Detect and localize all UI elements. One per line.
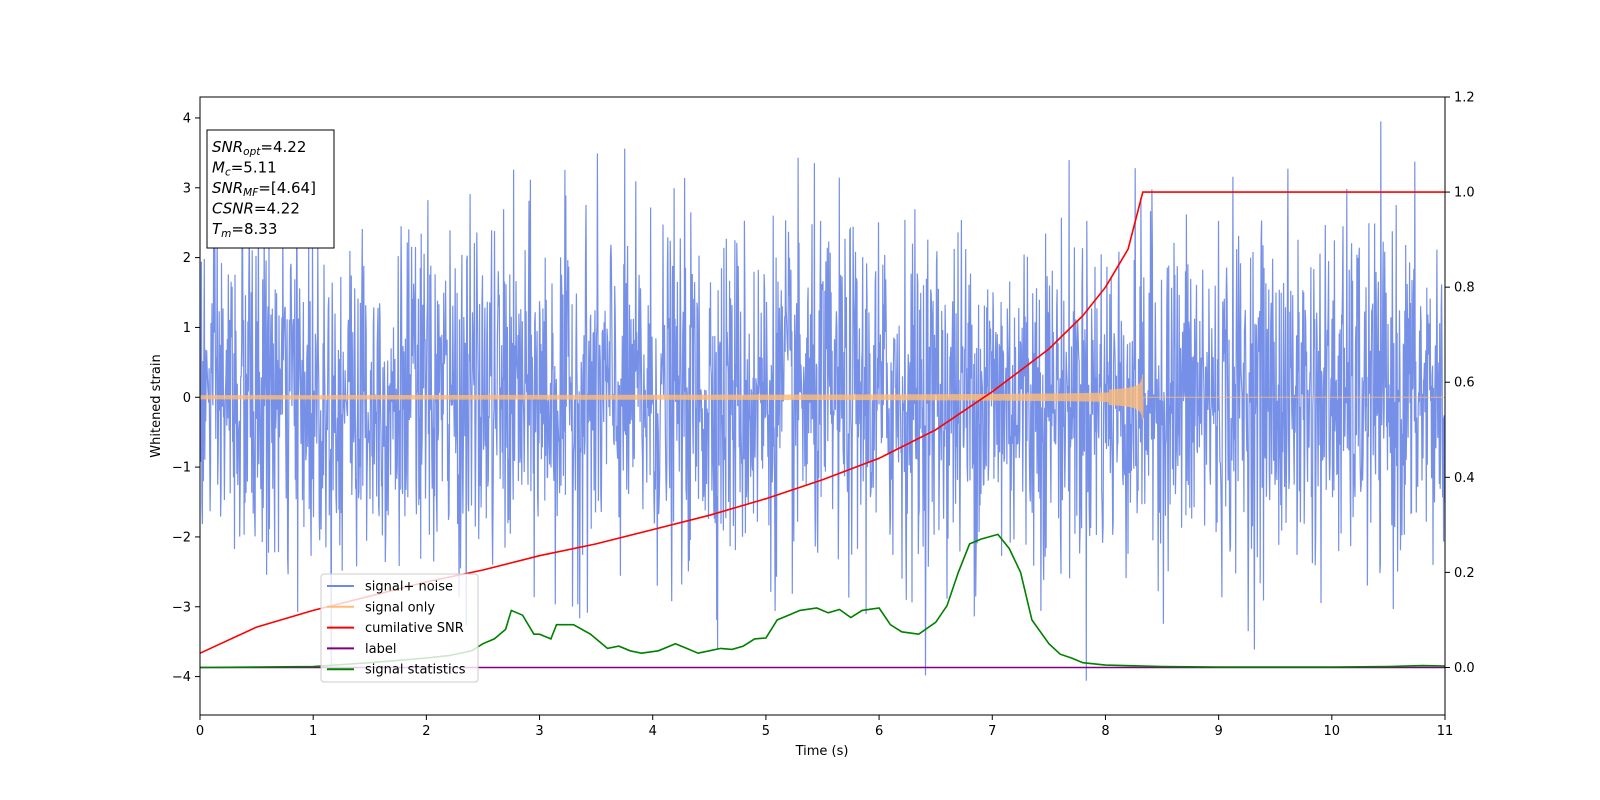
x-tick-label: 4 [649, 724, 657, 739]
annotation-symbol: M [212, 159, 225, 177]
annotation-subscript: m [221, 228, 231, 240]
annotation-box: SNRopt=4.22Mc=5.11SNRMF=[4.64]CSNR=4.22T… [206, 129, 335, 249]
legend-entry: signal only [365, 600, 435, 615]
annotation-line: Mc=5.11 [212, 159, 277, 179]
y2-tick-label: 0.4 [1454, 471, 1475, 486]
legend: signal+ noise signal only cumilative SNR la… [320, 573, 479, 683]
x-tick-label: 5 [762, 724, 770, 739]
plot-frame [199, 96, 1446, 716]
x-tick-label: 0 [196, 724, 204, 739]
annotation-symbol: CSNR [212, 200, 254, 218]
annotation-line: SNRopt=4.22 [212, 138, 306, 158]
y-tick-label: 0 [183, 391, 191, 406]
annotation-value: =[4.64] [258, 179, 316, 197]
annotation-symbol: SNR [212, 138, 243, 156]
x-tick-label: 2 [422, 724, 430, 739]
y2-tick-label: 1.0 [1454, 186, 1475, 201]
annotation-symbol: T [212, 220, 223, 238]
y-axis-label: Whitened strain [149, 354, 164, 457]
x-tick-label: 1 [309, 724, 317, 739]
annotation-value: =5.11 [231, 159, 277, 177]
legend-frame [320, 573, 479, 683]
y-tick-label: 1 [183, 321, 191, 336]
y2-tick-label: 0.8 [1454, 281, 1475, 296]
annotation-subscript: c [225, 167, 231, 179]
y-tick-label: −4 [172, 670, 191, 685]
y2-tick-label: 0.0 [1454, 661, 1475, 676]
legend-entry: label [365, 642, 396, 657]
annotation-symbol: SNR [212, 179, 243, 197]
legend-entry: cumilative SNR [365, 621, 464, 636]
x-tick-label: 10 [1324, 724, 1341, 739]
y-tick-label: 3 [183, 181, 191, 196]
legend-entry: signal statistics [365, 663, 466, 678]
x-tick-label: 7 [988, 724, 996, 739]
y-tick-label: −3 [172, 600, 191, 615]
x-tick-label: 6 [875, 724, 883, 739]
y-tick-label: −1 [172, 461, 191, 476]
legend-entry: signal+ noise [365, 580, 453, 595]
series-signal-only [200, 374, 1445, 420]
series-signal-statistics [200, 533, 1445, 669]
annotation-line: SNRMF=[4.64] [212, 179, 316, 199]
y2-tick-label: 0.6 [1454, 376, 1475, 391]
annotation-subscript: opt [243, 146, 261, 158]
annotation-line: Tm=8.33 [212, 220, 277, 240]
x-tick-label: 3 [535, 724, 543, 739]
series-signal-plus-noise [200, 121, 1445, 681]
annotation-line: CSNR=4.22 [212, 200, 300, 218]
y2-tick-label: 0.2 [1454, 566, 1475, 581]
annotation-value: =8.33 [231, 220, 277, 238]
y-tick-label: 2 [183, 251, 191, 266]
annotation-subscript: MF [243, 187, 259, 199]
annotation-value: =4.22 [254, 200, 300, 218]
x-tick-label: 8 [1101, 724, 1109, 739]
x-axis-label: Time (s) [795, 744, 849, 759]
y2-tick-label: 1.2 [1454, 91, 1475, 106]
y-tick-label: −2 [172, 530, 191, 545]
x-tick-label: 9 [1214, 724, 1222, 739]
annotation-value: =4.22 [260, 138, 306, 156]
x-tick-label: 11 [1437, 724, 1454, 739]
y-tick-label: 4 [183, 111, 191, 126]
annotation-frame [206, 129, 335, 249]
axes: 0 1 2 3 4 5 6 7 8 9 10 11 −4 −3 −2 −1 0 1 2 3 4 0.0 0.2 0.4 0.6 0… [172, 91, 1475, 740]
